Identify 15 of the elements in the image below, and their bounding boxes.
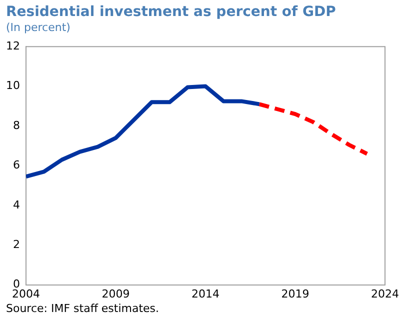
x-tick-label: 2014 [192, 287, 220, 300]
x-tick-label: 2009 [102, 287, 130, 300]
chart-title: Residential investment as percent of GDP [6, 4, 336, 20]
source-note: Source: IMF staff estimates. [6, 302, 160, 315]
x-tick-label: 2019 [281, 287, 310, 300]
x-tick-label: 2024 [371, 287, 399, 300]
x-tick-label: 2004 [12, 287, 40, 300]
y-tick-label: 4 [12, 198, 20, 212]
y-tick-label: 8 [12, 118, 20, 132]
y-tick-label: 2 [12, 238, 20, 251]
line-series [257, 102, 370, 156]
y-tick-label: 6 [12, 158, 20, 172]
y-tick-label: 12 [6, 39, 20, 52]
chart-subtitle: (In percent) [6, 21, 70, 34]
y-tick-label: 10 [6, 79, 20, 92]
